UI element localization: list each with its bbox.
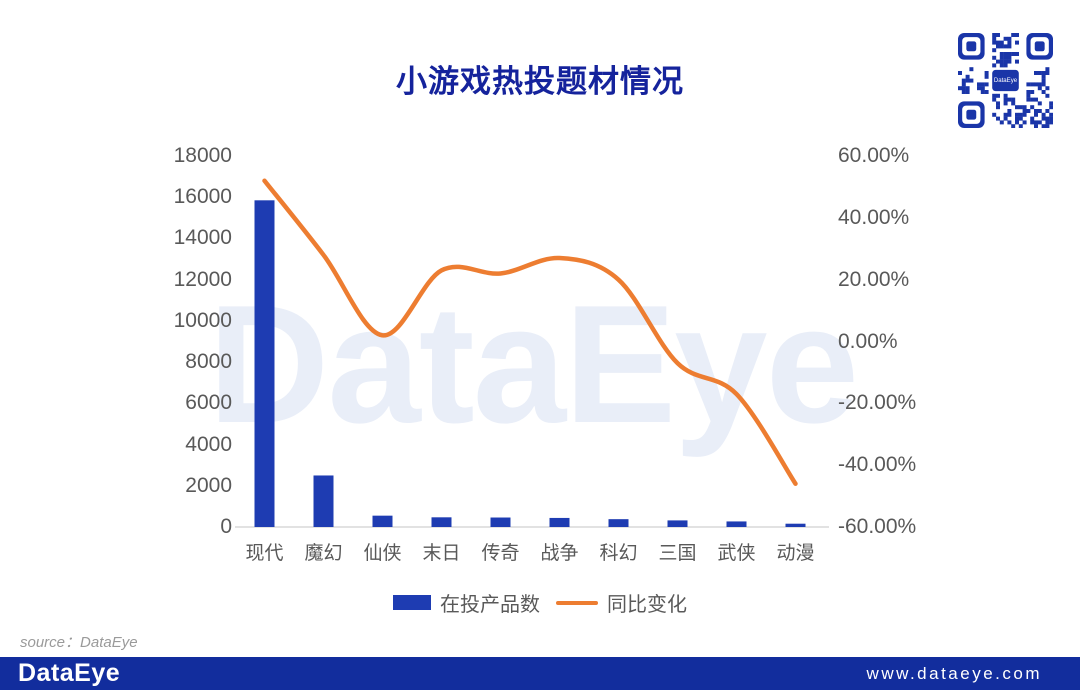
left-axis-tick-label: 14000 xyxy=(173,226,232,250)
bar-科幻 xyxy=(608,519,629,527)
x-axis-label-仙侠: 仙侠 xyxy=(363,543,402,564)
x-axis-label-战争: 战争 xyxy=(540,543,579,564)
line-series-label: 同比变化 xyxy=(607,594,687,616)
left-axis-tick-label: 6000 xyxy=(185,391,232,415)
svg-text:DataEye: DataEye xyxy=(994,77,1018,84)
bar-武侠 xyxy=(726,521,747,527)
line-series-swatch xyxy=(556,600,598,605)
bar-三国 xyxy=(667,520,688,527)
x-axis-label-魔幻: 魔幻 xyxy=(304,543,343,564)
left-axis-tick-label: 2000 xyxy=(185,473,232,497)
bar-战争 xyxy=(549,517,570,527)
legend-item-line-series: 同比变化 xyxy=(556,588,687,617)
qr-center-logo xyxy=(992,69,1019,92)
qr-code: DataEye xyxy=(958,33,1053,128)
bar-series-swatch xyxy=(393,595,431,610)
dataeye-watermark: DataEye xyxy=(208,270,859,458)
left-axis-tick-label: 0 xyxy=(220,515,232,538)
left-axis-tick-label: 10000 xyxy=(173,308,232,332)
left-axis-tick-label: 12000 xyxy=(173,267,232,291)
right-axis-tick-label: -60.00% xyxy=(838,515,917,538)
right-axis-tick-label: 40.00% xyxy=(838,205,910,229)
chart-title: 小游戏热投题材情况 xyxy=(396,64,684,99)
x-axis-label-三国: 三国 xyxy=(658,543,697,564)
right-axis-tick-label: -20.00% xyxy=(838,391,917,415)
bar-传奇 xyxy=(490,517,511,527)
x-axis-label-末日: 末日 xyxy=(422,543,461,564)
footer-bar: DataEye www.dataeye.com xyxy=(0,657,1080,690)
bar-series-label: 在投产品数 xyxy=(440,594,540,616)
bar-末日 xyxy=(431,517,452,527)
bar-魔幻 xyxy=(313,475,334,527)
x-axis-label-传奇: 传奇 xyxy=(481,543,520,564)
left-axis-tick-label: 16000 xyxy=(173,185,232,209)
left-axis-tick-label: 18000 xyxy=(173,144,232,167)
bar-动漫 xyxy=(785,523,806,527)
right-axis-tick-label: 60.00% xyxy=(838,144,910,167)
footer-dataeye-logo: DataEye xyxy=(18,659,121,687)
x-axis-label-科幻: 科幻 xyxy=(599,543,638,564)
bar-仙侠 xyxy=(372,515,393,527)
x-axis-label-现代: 现代 xyxy=(245,543,284,564)
right-axis-tick-label: -40.00% xyxy=(838,453,917,477)
left-axis-tick-label: 8000 xyxy=(185,350,232,374)
x-axis-label-动漫: 动漫 xyxy=(776,543,815,564)
bar-现代 xyxy=(254,200,275,527)
footer-website: www.dataeye.com xyxy=(866,663,1042,683)
source-note: source：DataEye xyxy=(20,634,138,651)
x-axis-label-武侠: 武侠 xyxy=(717,543,756,564)
right-axis-tick-label: 20.00% xyxy=(838,267,910,291)
legend: 在投产品数 同比变化 xyxy=(0,588,1080,617)
right-axis-tick-label: 0.00% xyxy=(838,329,898,353)
left-axis-tick-label: 4000 xyxy=(185,432,232,456)
legend-item-bar-series: 在投产品数 xyxy=(393,588,540,617)
yoy-change-line xyxy=(262,178,798,486)
